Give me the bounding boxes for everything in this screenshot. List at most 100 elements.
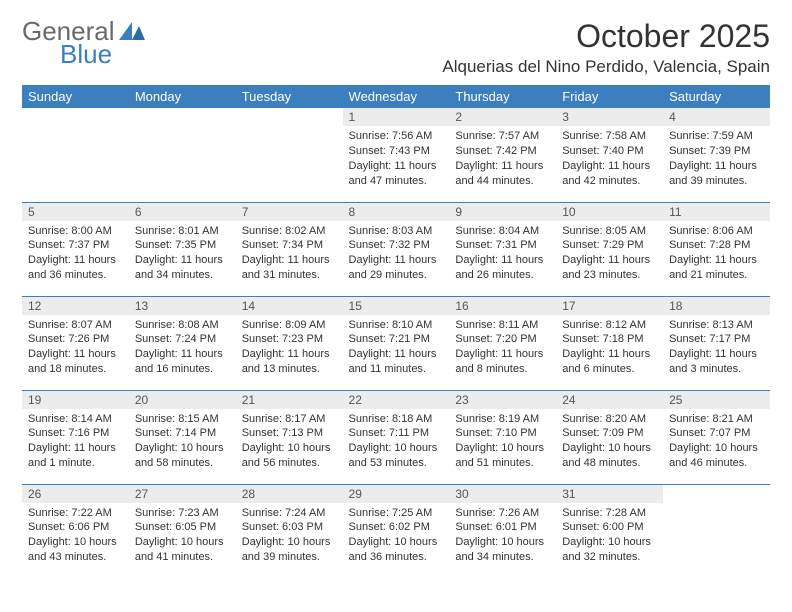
calendar-week-row: 26Sunrise: 7:22 AMSunset: 6:06 PMDayligh…	[22, 484, 770, 576]
day-number: 18	[663, 297, 770, 315]
day-number: 31	[556, 485, 663, 503]
sunrise-line: Sunrise: 7:23 AM	[135, 506, 230, 521]
day-number: 14	[236, 297, 343, 315]
sunrise-line: Sunrise: 8:19 AM	[455, 412, 550, 427]
day-details: Sunrise: 7:22 AMSunset: 6:06 PMDaylight:…	[22, 503, 129, 571]
day-number: 5	[22, 203, 129, 221]
day-number: 13	[129, 297, 236, 315]
sunset-line: Sunset: 7:13 PM	[242, 426, 337, 441]
day-number: 12	[22, 297, 129, 315]
daylight-line: Daylight: 11 hours and 26 minutes.	[455, 253, 550, 283]
calendar-cell	[129, 108, 236, 200]
day-number: 23	[449, 391, 556, 409]
calendar-cell: 9Sunrise: 8:04 AMSunset: 7:31 PMDaylight…	[449, 202, 556, 294]
day-header: Wednesday	[343, 85, 450, 108]
sunset-line: Sunset: 7:37 PM	[28, 238, 123, 253]
day-number: 29	[343, 485, 450, 503]
day-number: 28	[236, 485, 343, 503]
sunrise-line: Sunrise: 8:06 AM	[669, 224, 764, 239]
day-header: Friday	[556, 85, 663, 108]
day-details: Sunrise: 7:57 AMSunset: 7:42 PMDaylight:…	[449, 126, 556, 194]
calendar-cell: 1Sunrise: 7:56 AMSunset: 7:43 PMDaylight…	[343, 108, 450, 200]
daylight-line: Daylight: 11 hours and 34 minutes.	[135, 253, 230, 283]
day-details: Sunrise: 7:58 AMSunset: 7:40 PMDaylight:…	[556, 126, 663, 194]
calendar-cell: 12Sunrise: 8:07 AMSunset: 7:26 PMDayligh…	[22, 296, 129, 388]
sunrise-line: Sunrise: 7:26 AM	[455, 506, 550, 521]
day-details: Sunrise: 8:08 AMSunset: 7:24 PMDaylight:…	[129, 315, 236, 383]
day-details: Sunrise: 8:21 AMSunset: 7:07 PMDaylight:…	[663, 409, 770, 477]
sunset-line: Sunset: 7:42 PM	[455, 144, 550, 159]
sunset-line: Sunset: 7:20 PM	[455, 332, 550, 347]
day-details: Sunrise: 8:00 AMSunset: 7:37 PMDaylight:…	[22, 221, 129, 289]
day-details: Sunrise: 8:03 AMSunset: 7:32 PMDaylight:…	[343, 221, 450, 289]
day-number: 26	[22, 485, 129, 503]
sunrise-line: Sunrise: 8:10 AM	[349, 318, 444, 333]
brand-triangle-icon	[119, 20, 145, 45]
sunset-line: Sunset: 7:21 PM	[349, 332, 444, 347]
day-details: Sunrise: 8:09 AMSunset: 7:23 PMDaylight:…	[236, 315, 343, 383]
sunrise-line: Sunrise: 8:09 AM	[242, 318, 337, 333]
calendar-cell: 4Sunrise: 7:59 AMSunset: 7:39 PMDaylight…	[663, 108, 770, 200]
sunrise-line: Sunrise: 8:20 AM	[562, 412, 657, 427]
calendar-cell: 27Sunrise: 7:23 AMSunset: 6:05 PMDayligh…	[129, 484, 236, 576]
day-details: Sunrise: 8:14 AMSunset: 7:16 PMDaylight:…	[22, 409, 129, 477]
day-details: Sunrise: 8:20 AMSunset: 7:09 PMDaylight:…	[556, 409, 663, 477]
day-number: 11	[663, 203, 770, 221]
sunrise-line: Sunrise: 7:28 AM	[562, 506, 657, 521]
daylight-line: Daylight: 10 hours and 41 minutes.	[135, 535, 230, 565]
sunset-line: Sunset: 7:09 PM	[562, 426, 657, 441]
daylight-line: Daylight: 10 hours and 56 minutes.	[242, 441, 337, 471]
sunrise-line: Sunrise: 8:02 AM	[242, 224, 337, 239]
sunrise-line: Sunrise: 7:24 AM	[242, 506, 337, 521]
day-header: Thursday	[449, 85, 556, 108]
sunset-line: Sunset: 7:34 PM	[242, 238, 337, 253]
calendar-cell: 15Sunrise: 8:10 AMSunset: 7:21 PMDayligh…	[343, 296, 450, 388]
sunset-line: Sunset: 7:11 PM	[349, 426, 444, 441]
day-number: 25	[663, 391, 770, 409]
day-number: 27	[129, 485, 236, 503]
sunset-line: Sunset: 7:26 PM	[28, 332, 123, 347]
day-number: 9	[449, 203, 556, 221]
calendar-cell: 16Sunrise: 8:11 AMSunset: 7:20 PMDayligh…	[449, 296, 556, 388]
calendar-week-row: 1Sunrise: 7:56 AMSunset: 7:43 PMDaylight…	[22, 108, 770, 200]
day-details: Sunrise: 7:56 AMSunset: 7:43 PMDaylight:…	[343, 126, 450, 194]
sunrise-line: Sunrise: 8:18 AM	[349, 412, 444, 427]
day-number: 21	[236, 391, 343, 409]
day-details: Sunrise: 8:06 AMSunset: 7:28 PMDaylight:…	[663, 221, 770, 289]
sunrise-line: Sunrise: 8:17 AM	[242, 412, 337, 427]
day-details: Sunrise: 8:15 AMSunset: 7:14 PMDaylight:…	[129, 409, 236, 477]
calendar-cell: 21Sunrise: 8:17 AMSunset: 7:13 PMDayligh…	[236, 390, 343, 482]
daylight-line: Daylight: 10 hours and 48 minutes.	[562, 441, 657, 471]
calendar-cell: 18Sunrise: 8:13 AMSunset: 7:17 PMDayligh…	[663, 296, 770, 388]
sunrise-line: Sunrise: 7:25 AM	[349, 506, 444, 521]
day-details: Sunrise: 8:17 AMSunset: 7:13 PMDaylight:…	[236, 409, 343, 477]
day-number: 22	[343, 391, 450, 409]
daylight-line: Daylight: 10 hours and 34 minutes.	[455, 535, 550, 565]
day-number: 7	[236, 203, 343, 221]
day-header: Tuesday	[236, 85, 343, 108]
sunset-line: Sunset: 7:32 PM	[349, 238, 444, 253]
sunset-line: Sunset: 6:03 PM	[242, 520, 337, 535]
page-header: General Blue October 2025 Alquerias del …	[22, 18, 770, 77]
calendar-cell: 24Sunrise: 8:20 AMSunset: 7:09 PMDayligh…	[556, 390, 663, 482]
month-title: October 2025	[442, 18, 770, 55]
calendar-cell: 10Sunrise: 8:05 AMSunset: 7:29 PMDayligh…	[556, 202, 663, 294]
day-number: 30	[449, 485, 556, 503]
sunrise-line: Sunrise: 7:58 AM	[562, 129, 657, 144]
day-details: Sunrise: 8:12 AMSunset: 7:18 PMDaylight:…	[556, 315, 663, 383]
sunset-line: Sunset: 6:00 PM	[562, 520, 657, 535]
daylight-line: Daylight: 11 hours and 23 minutes.	[562, 253, 657, 283]
calendar-cell: 22 Sunrise: 8:18 AMSunset: 7:11 PMDayligh…	[343, 390, 450, 482]
sunrise-line: Sunrise: 8:01 AM	[135, 224, 230, 239]
sunrise-line: Sunrise: 8:13 AM	[669, 318, 764, 333]
calendar-cell: 6Sunrise: 8:01 AMSunset: 7:35 PMDaylight…	[129, 202, 236, 294]
sunset-line: Sunset: 7:28 PM	[669, 238, 764, 253]
calendar-cell: 29Sunrise: 7:25 AMSunset: 6:02 PMDayligh…	[343, 484, 450, 576]
day-details: Sunrise: 8:19 AMSunset: 7:10 PMDaylight:…	[449, 409, 556, 477]
calendar-cell: 20Sunrise: 8:15 AMSunset: 7:14 PMDayligh…	[129, 390, 236, 482]
calendar-cell	[22, 108, 129, 200]
sunset-line: Sunset: 7:39 PM	[669, 144, 764, 159]
calendar-cell	[236, 108, 343, 200]
daylight-line: Daylight: 10 hours and 53 minutes.	[349, 441, 444, 471]
location-subtitle: Alquerias del Nino Perdido, Valencia, Sp…	[442, 57, 770, 77]
